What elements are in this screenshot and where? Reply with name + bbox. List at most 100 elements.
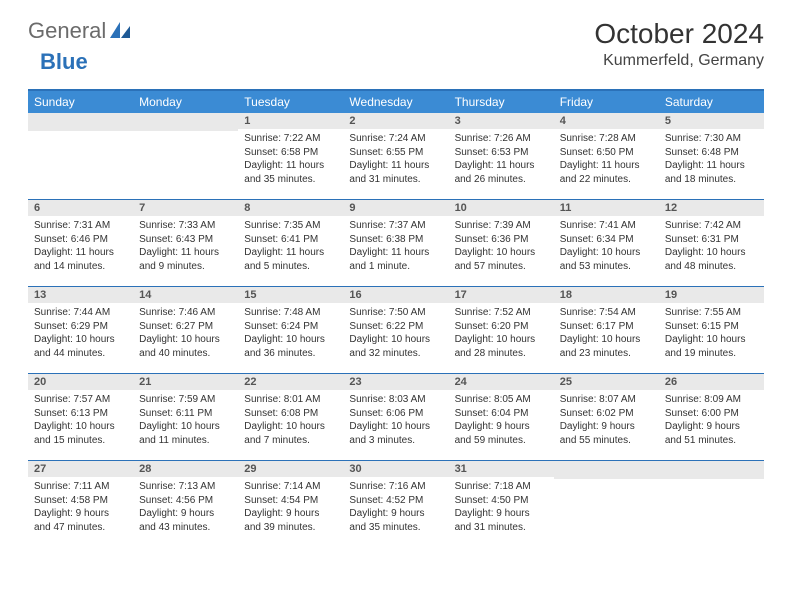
week-row: 13Sunrise: 7:44 AMSunset: 6:29 PMDayligh… (28, 286, 764, 373)
sunrise-text: Sunrise: 7:16 AM (349, 480, 442, 494)
day-number: 13 (28, 287, 133, 303)
sunrise-text: Sunrise: 7:22 AM (244, 132, 337, 146)
sunrise-text: Sunrise: 7:42 AM (665, 219, 758, 233)
day-number: 23 (343, 374, 448, 390)
daylight-text: Daylight: 10 hours and 15 minutes. (34, 420, 127, 447)
sunrise-text: Sunrise: 7:48 AM (244, 306, 337, 320)
daylight-text: Daylight: 11 hours and 31 minutes. (349, 159, 442, 186)
cell-body: Sunrise: 7:14 AMSunset: 4:54 PMDaylight:… (238, 477, 343, 538)
calendar-cell: 17Sunrise: 7:52 AMSunset: 6:20 PMDayligh… (449, 287, 554, 373)
calendar-cell (554, 461, 659, 547)
calendar-cell: 14Sunrise: 7:46 AMSunset: 6:27 PMDayligh… (133, 287, 238, 373)
sunset-text: Sunset: 6:34 PM (560, 233, 653, 247)
daylight-text: Daylight: 11 hours and 22 minutes. (560, 159, 653, 186)
calendar-cell (28, 113, 133, 199)
sunset-text: Sunset: 6:29 PM (34, 320, 127, 334)
calendar-cell: 7Sunrise: 7:33 AMSunset: 6:43 PMDaylight… (133, 200, 238, 286)
daylight-text: Daylight: 9 hours and 47 minutes. (34, 507, 127, 534)
day-number: 31 (449, 461, 554, 477)
calendar-cell: 11Sunrise: 7:41 AMSunset: 6:34 PMDayligh… (554, 200, 659, 286)
cell-body: Sunrise: 7:41 AMSunset: 6:34 PMDaylight:… (554, 216, 659, 277)
daylight-text: Daylight: 10 hours and 57 minutes. (455, 246, 548, 273)
sunset-text: Sunset: 6:53 PM (455, 146, 548, 160)
day-number: 2 (343, 113, 448, 129)
daylight-text: Daylight: 10 hours and 48 minutes. (665, 246, 758, 273)
cell-body: Sunrise: 8:09 AMSunset: 6:00 PMDaylight:… (659, 390, 764, 451)
cell-body: Sunrise: 7:54 AMSunset: 6:17 PMDaylight:… (554, 303, 659, 364)
logo: General Blue (28, 18, 130, 75)
daylight-text: Daylight: 9 hours and 55 minutes. (560, 420, 653, 447)
daylight-text: Daylight: 9 hours and 43 minutes. (139, 507, 232, 534)
week-row: 27Sunrise: 7:11 AMSunset: 4:58 PMDayligh… (28, 460, 764, 547)
day-number: 26 (659, 374, 764, 390)
sunset-text: Sunset: 6:17 PM (560, 320, 653, 334)
cell-body: Sunrise: 7:31 AMSunset: 6:46 PMDaylight:… (28, 216, 133, 277)
cell-body: Sunrise: 8:05 AMSunset: 6:04 PMDaylight:… (449, 390, 554, 451)
sunrise-text: Sunrise: 8:01 AM (244, 393, 337, 407)
sunset-text: Sunset: 6:20 PM (455, 320, 548, 334)
cell-body: Sunrise: 7:35 AMSunset: 6:41 PMDaylight:… (238, 216, 343, 277)
day-header: Tuesday (238, 91, 343, 113)
sunset-text: Sunset: 6:43 PM (139, 233, 232, 247)
daylight-text: Daylight: 9 hours and 39 minutes. (244, 507, 337, 534)
sunrise-text: Sunrise: 7:13 AM (139, 480, 232, 494)
calendar-cell: 16Sunrise: 7:50 AMSunset: 6:22 PMDayligh… (343, 287, 448, 373)
sunrise-text: Sunrise: 7:37 AM (349, 219, 442, 233)
title-block: October 2024 Kummerfeld, Germany (594, 18, 764, 70)
day-header: Friday (554, 91, 659, 113)
calendar-cell: 21Sunrise: 7:59 AMSunset: 6:11 PMDayligh… (133, 374, 238, 460)
day-number: 19 (659, 287, 764, 303)
sunrise-text: Sunrise: 7:35 AM (244, 219, 337, 233)
sunset-text: Sunset: 6:02 PM (560, 407, 653, 421)
sunrise-text: Sunrise: 7:18 AM (455, 480, 548, 494)
daylight-text: Daylight: 10 hours and 7 minutes. (244, 420, 337, 447)
daylight-text: Daylight: 9 hours and 35 minutes. (349, 507, 442, 534)
day-number: 12 (659, 200, 764, 216)
cell-body: Sunrise: 7:46 AMSunset: 6:27 PMDaylight:… (133, 303, 238, 364)
calendar-cell: 20Sunrise: 7:57 AMSunset: 6:13 PMDayligh… (28, 374, 133, 460)
day-number: 8 (238, 200, 343, 216)
sunset-text: Sunset: 6:08 PM (244, 407, 337, 421)
daylight-text: Daylight: 10 hours and 19 minutes. (665, 333, 758, 360)
calendar-cell (133, 113, 238, 199)
day-header: Sunday (28, 91, 133, 113)
calendar-cell: 19Sunrise: 7:55 AMSunset: 6:15 PMDayligh… (659, 287, 764, 373)
sunrise-text: Sunrise: 8:05 AM (455, 393, 548, 407)
calendar-cell (659, 461, 764, 547)
sunrise-text: Sunrise: 7:31 AM (34, 219, 127, 233)
cell-body: Sunrise: 8:07 AMSunset: 6:02 PMDaylight:… (554, 390, 659, 451)
logo-text-grey: General (28, 18, 106, 43)
day-number: 4 (554, 113, 659, 129)
daylight-text: Daylight: 10 hours and 36 minutes. (244, 333, 337, 360)
sunset-text: Sunset: 6:13 PM (34, 407, 127, 421)
day-number: 24 (449, 374, 554, 390)
cell-body: Sunrise: 7:44 AMSunset: 6:29 PMDaylight:… (28, 303, 133, 364)
day-header: Wednesday (343, 91, 448, 113)
header: General Blue October 2024 Kummerfeld, Ge… (0, 0, 792, 83)
calendar-cell: 6Sunrise: 7:31 AMSunset: 6:46 PMDaylight… (28, 200, 133, 286)
sunrise-text: Sunrise: 7:52 AM (455, 306, 548, 320)
day-number (133, 113, 238, 131)
day-number: 1 (238, 113, 343, 129)
day-header: Thursday (449, 91, 554, 113)
sunset-text: Sunset: 6:38 PM (349, 233, 442, 247)
sunset-text: Sunset: 4:52 PM (349, 494, 442, 508)
day-number: 11 (554, 200, 659, 216)
calendar-cell: 26Sunrise: 8:09 AMSunset: 6:00 PMDayligh… (659, 374, 764, 460)
day-number: 5 (659, 113, 764, 129)
sunset-text: Sunset: 6:58 PM (244, 146, 337, 160)
calendar-cell: 24Sunrise: 8:05 AMSunset: 6:04 PMDayligh… (449, 374, 554, 460)
sunrise-text: Sunrise: 7:26 AM (455, 132, 548, 146)
sunrise-text: Sunrise: 7:54 AM (560, 306, 653, 320)
calendar-cell: 12Sunrise: 7:42 AMSunset: 6:31 PMDayligh… (659, 200, 764, 286)
calendar-cell: 18Sunrise: 7:54 AMSunset: 6:17 PMDayligh… (554, 287, 659, 373)
day-header: Saturday (659, 91, 764, 113)
sunset-text: Sunset: 6:46 PM (34, 233, 127, 247)
calendar-cell: 31Sunrise: 7:18 AMSunset: 4:50 PMDayligh… (449, 461, 554, 547)
week-row: 20Sunrise: 7:57 AMSunset: 6:13 PMDayligh… (28, 373, 764, 460)
day-number: 30 (343, 461, 448, 477)
sunrise-text: Sunrise: 8:03 AM (349, 393, 442, 407)
sunrise-text: Sunrise: 7:28 AM (560, 132, 653, 146)
calendar-cell: 29Sunrise: 7:14 AMSunset: 4:54 PMDayligh… (238, 461, 343, 547)
sunset-text: Sunset: 4:58 PM (34, 494, 127, 508)
